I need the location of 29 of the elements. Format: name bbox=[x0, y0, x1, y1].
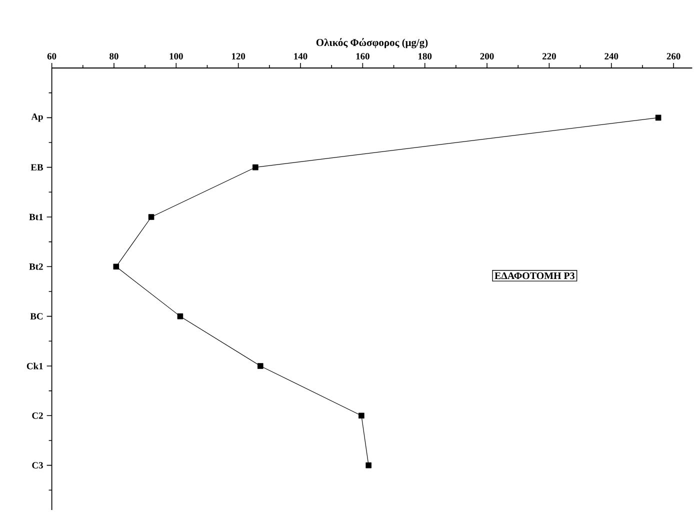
x-tick-label: 260 bbox=[666, 53, 680, 60]
point bbox=[655, 114, 662, 121]
x-axis-title: Ολικός Φώσφορος (μg/g) bbox=[316, 38, 428, 48]
point bbox=[148, 214, 154, 220]
x-tick-label: 80 bbox=[110, 53, 118, 60]
point bbox=[113, 264, 120, 270]
point bbox=[177, 313, 184, 320]
x-tick-label: 220 bbox=[542, 53, 556, 60]
x-tick-label: 200 bbox=[480, 53, 494, 60]
y-tick-label: Ck1 bbox=[26, 362, 43, 370]
annotation: ΕΔΑΦΟΤΟΜΗ P3 bbox=[494, 272, 574, 280]
point bbox=[257, 363, 264, 369]
point bbox=[252, 164, 258, 170]
x-tick-label: 140 bbox=[294, 53, 308, 60]
y-tick-label: BC bbox=[30, 313, 43, 320]
x-tick-label: 180 bbox=[418, 53, 432, 60]
y-tick-label: Bt2 bbox=[29, 263, 43, 270]
y-tick-label: C3 bbox=[32, 462, 43, 468]
x-tick-label: 240 bbox=[604, 53, 618, 60]
x-tick-label: 60 bbox=[47, 53, 56, 60]
y-tick-label: C2 bbox=[32, 412, 43, 419]
y-tick-label: EB bbox=[30, 164, 44, 170]
x-tick-label: 120 bbox=[232, 53, 246, 60]
x-tick-label: 160 bbox=[356, 53, 370, 60]
y-tick-label: Bt1 bbox=[29, 214, 43, 220]
x-tick-label: 100 bbox=[170, 53, 183, 60]
y-tick-label: Ap bbox=[31, 114, 43, 122]
point bbox=[366, 462, 372, 468]
point bbox=[358, 412, 364, 419]
